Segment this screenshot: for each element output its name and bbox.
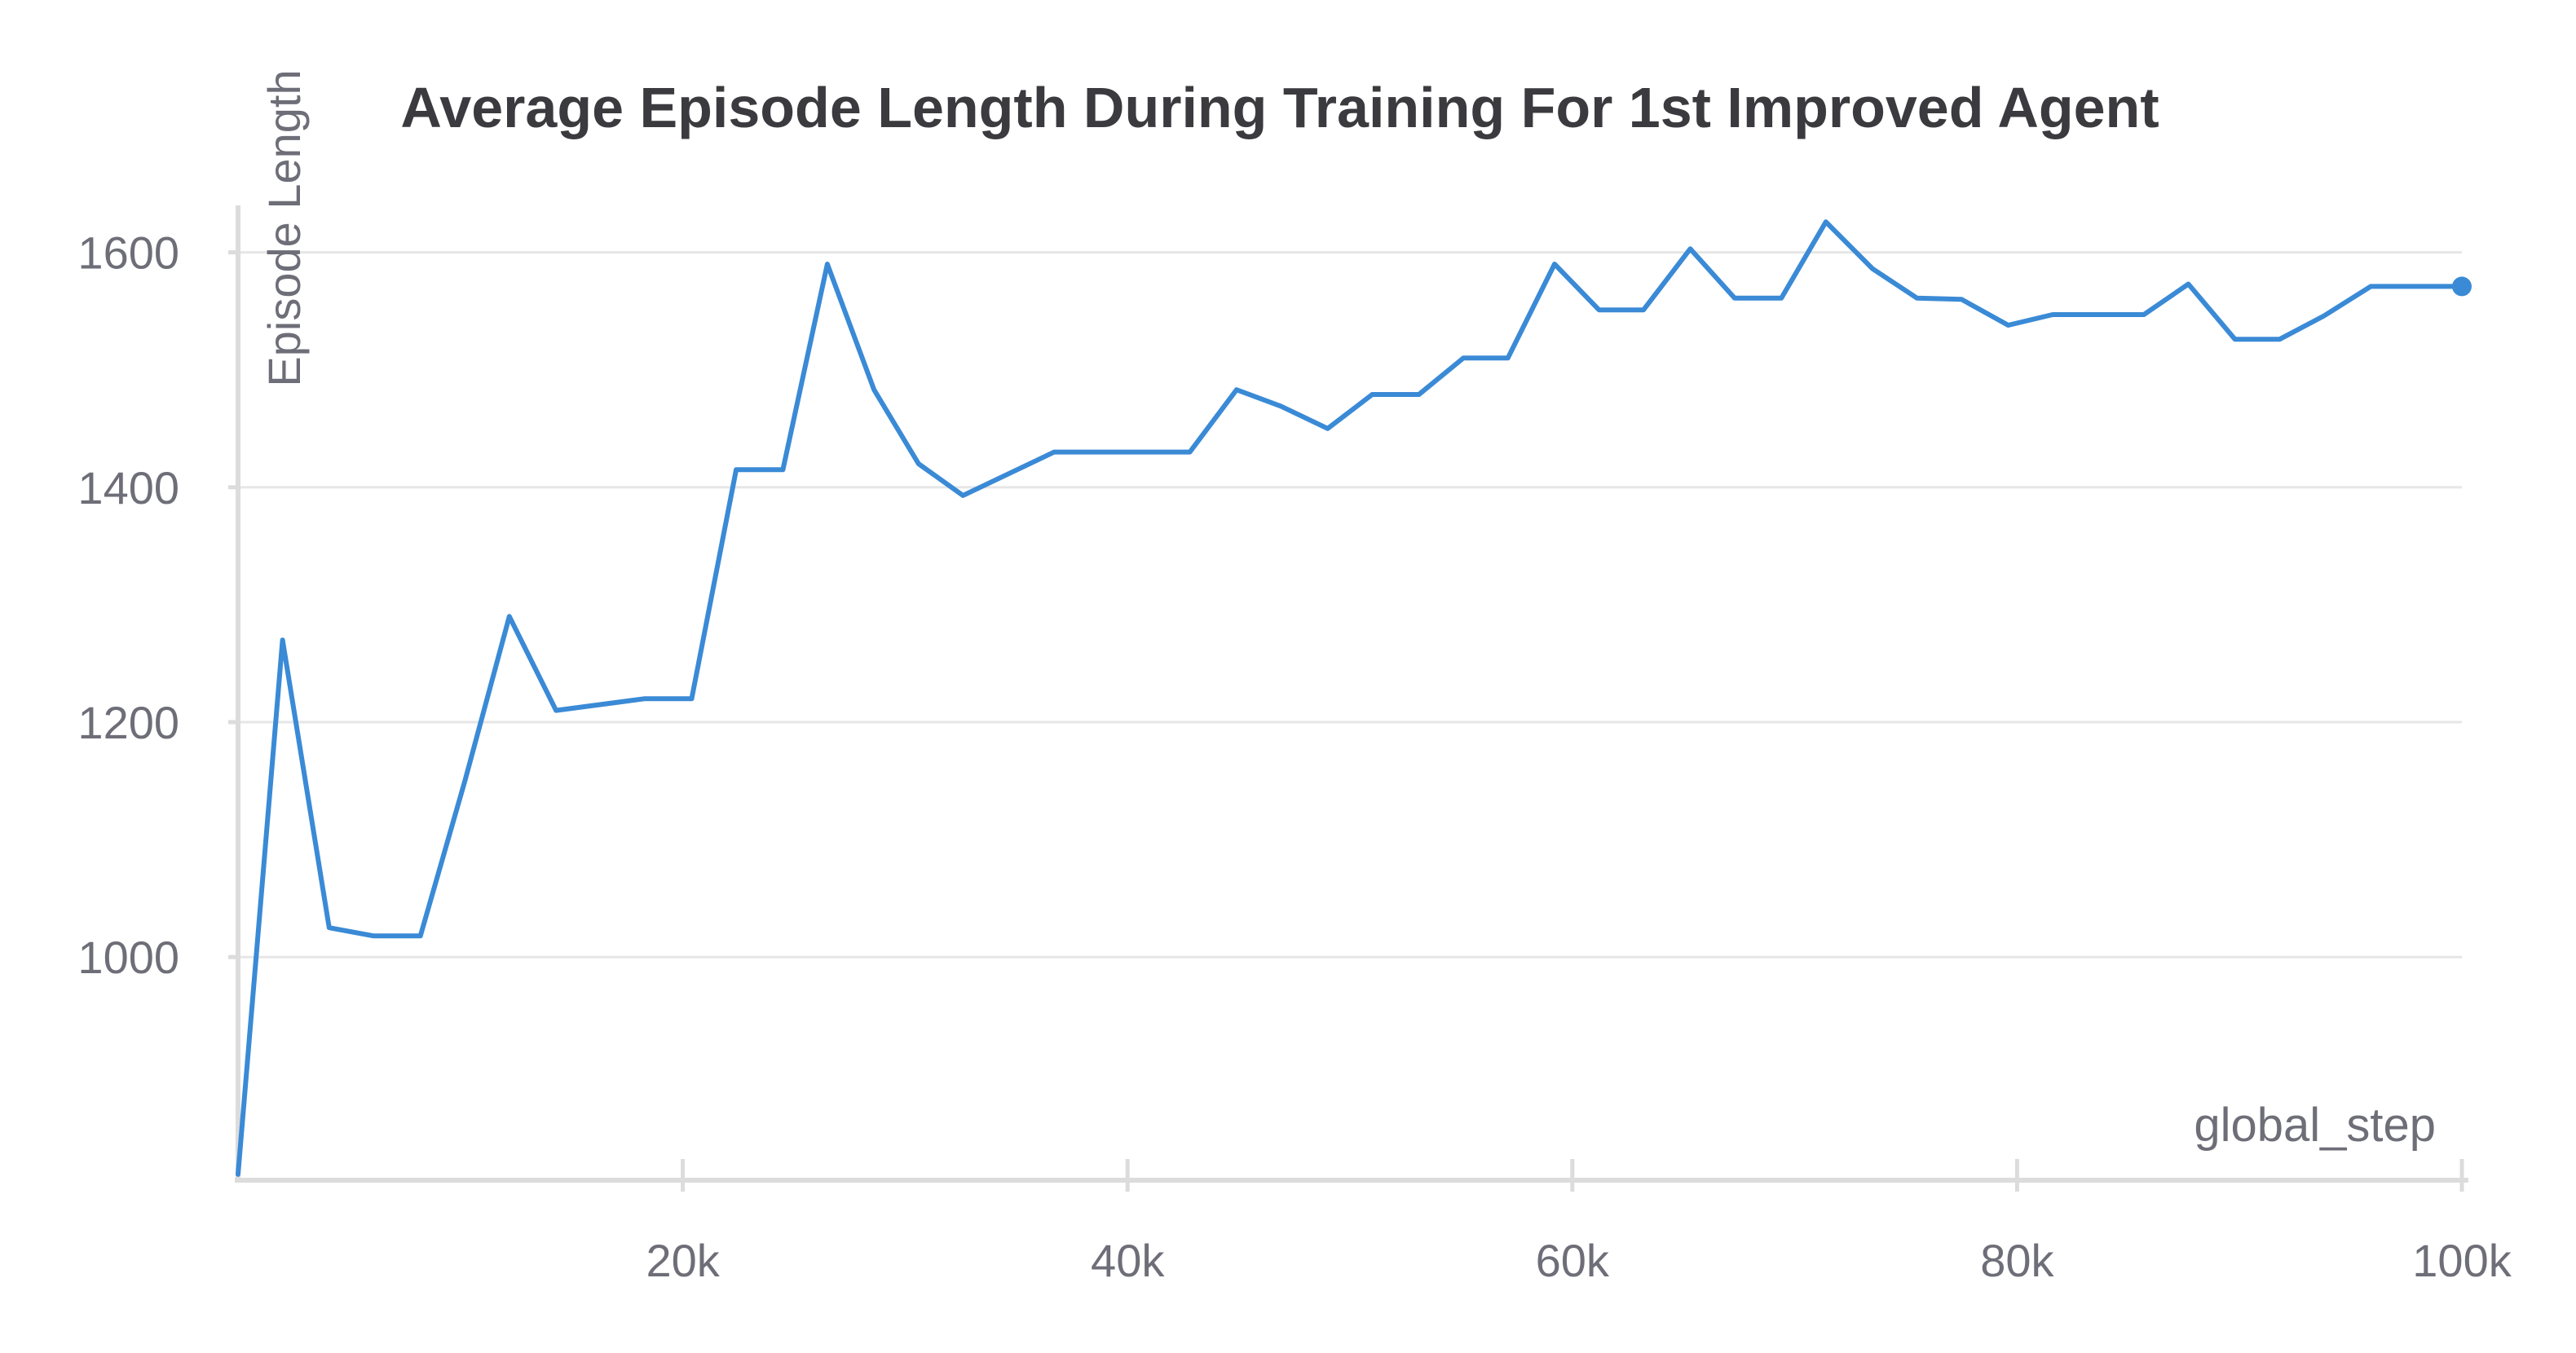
series-endpoint [2452, 276, 2472, 297]
axes [235, 205, 2468, 1183]
chart-title: Average Episode Length During Training F… [400, 76, 2159, 139]
x-tick-label: 60k [1536, 1235, 1610, 1286]
series-line [236, 219, 2464, 1177]
x-tick-label: 20k [646, 1235, 720, 1286]
x-axis-ticks: 20k 40k 60k 80k 100k [646, 1159, 2512, 1286]
y-tick-label: 1200 [77, 697, 179, 748]
y-tick-label: 1400 [77, 462, 179, 513]
x-tick-label: 80k [1980, 1235, 2054, 1286]
gridlines [238, 251, 2462, 959]
x-axis-label: global_step [2194, 1099, 2436, 1152]
y-axis-label: Episode Length [258, 69, 310, 386]
x-tick-label: 100k [2412, 1235, 2512, 1286]
series-group [236, 219, 2472, 1177]
x-tick-label: 40k [1091, 1235, 1165, 1286]
y-axis-ticks: 1000 1200 1400 1600 [77, 227, 238, 983]
y-tick-label: 1600 [77, 227, 179, 279]
y-tick-label: 1000 [77, 932, 179, 983]
